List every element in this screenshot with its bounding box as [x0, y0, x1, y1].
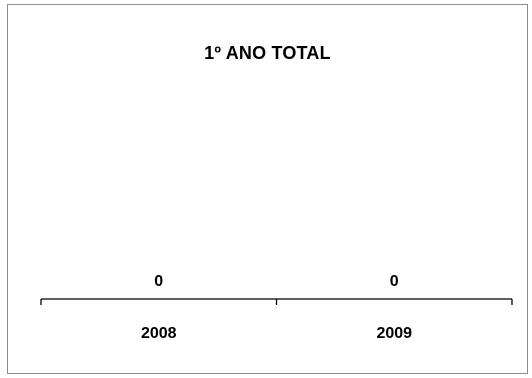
data-label-2009: 0 [390, 273, 399, 290]
x-tick-labels: 2008 2009 [141, 325, 412, 342]
chart-title: 1º ANO TOTAL [204, 43, 331, 63]
x-tick-label-2009: 2009 [376, 325, 412, 342]
x-axis [40, 298, 513, 305]
x-tick-label-2008: 2008 [141, 325, 177, 342]
data-label-2008: 0 [154, 273, 163, 290]
